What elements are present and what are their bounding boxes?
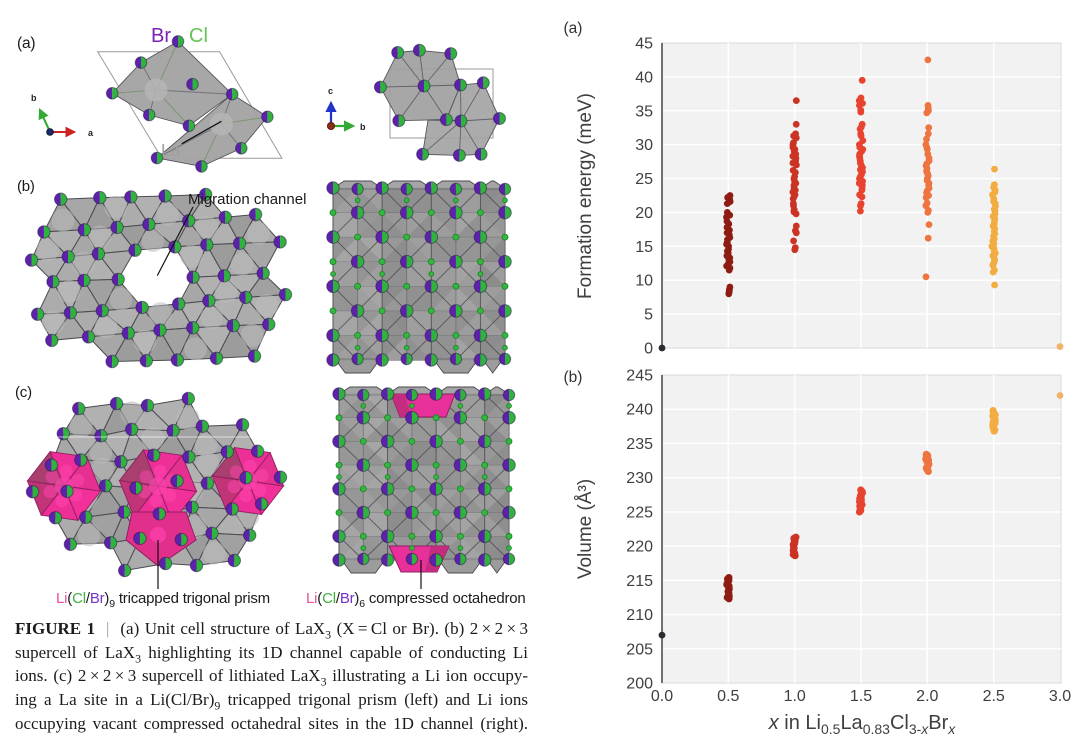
svg-text:25: 25 — [635, 171, 653, 188]
svg-text:240: 240 — [626, 402, 653, 419]
svg-text:235: 235 — [626, 436, 653, 453]
svg-text:La: La — [161, 140, 181, 160]
svg-text:1.0: 1.0 — [784, 688, 806, 705]
svg-text:0: 0 — [644, 341, 653, 358]
svg-text:40: 40 — [635, 69, 653, 86]
svg-text:a: a — [88, 128, 94, 138]
svg-text:0.5: 0.5 — [717, 688, 739, 705]
svg-text:15: 15 — [635, 239, 653, 256]
svg-text:215: 215 — [626, 573, 653, 590]
svg-text:210: 210 — [626, 607, 653, 624]
svg-text:200: 200 — [626, 676, 653, 693]
svg-text:Volume (Å³): Volume (Å³) — [575, 479, 596, 579]
svg-text:230: 230 — [626, 470, 653, 487]
svg-text:20: 20 — [635, 205, 653, 222]
svg-text:0.0: 0.0 — [651, 688, 673, 705]
svg-text:220: 220 — [626, 539, 653, 556]
svg-text:35: 35 — [635, 103, 653, 120]
svg-text:2.0: 2.0 — [916, 688, 938, 705]
svg-text:b: b — [360, 122, 366, 132]
svg-text:45: 45 — [635, 36, 653, 53]
svg-text:Br: Br — [151, 25, 171, 47]
svg-text:b: b — [31, 93, 37, 103]
svg-text:245: 245 — [626, 368, 653, 385]
svg-text:1.5: 1.5 — [850, 688, 872, 705]
svg-text:205: 205 — [626, 641, 653, 658]
svg-text:Migration channel: Migration channel — [188, 191, 306, 208]
svg-text:10: 10 — [635, 273, 653, 290]
svg-text:Cl: Cl — [189, 25, 208, 47]
svg-text:2.5: 2.5 — [983, 688, 1005, 705]
svg-text:30: 30 — [635, 137, 653, 154]
svg-text:5: 5 — [644, 307, 653, 324]
svg-text:(a): (a) — [564, 20, 583, 37]
svg-text:Formation energy (meV): Formation energy (meV) — [575, 93, 596, 299]
svg-text:(b): (b) — [564, 369, 583, 386]
svg-text:225: 225 — [626, 504, 653, 521]
svg-text:c: c — [328, 86, 333, 96]
svg-text:3.0: 3.0 — [1049, 688, 1071, 705]
